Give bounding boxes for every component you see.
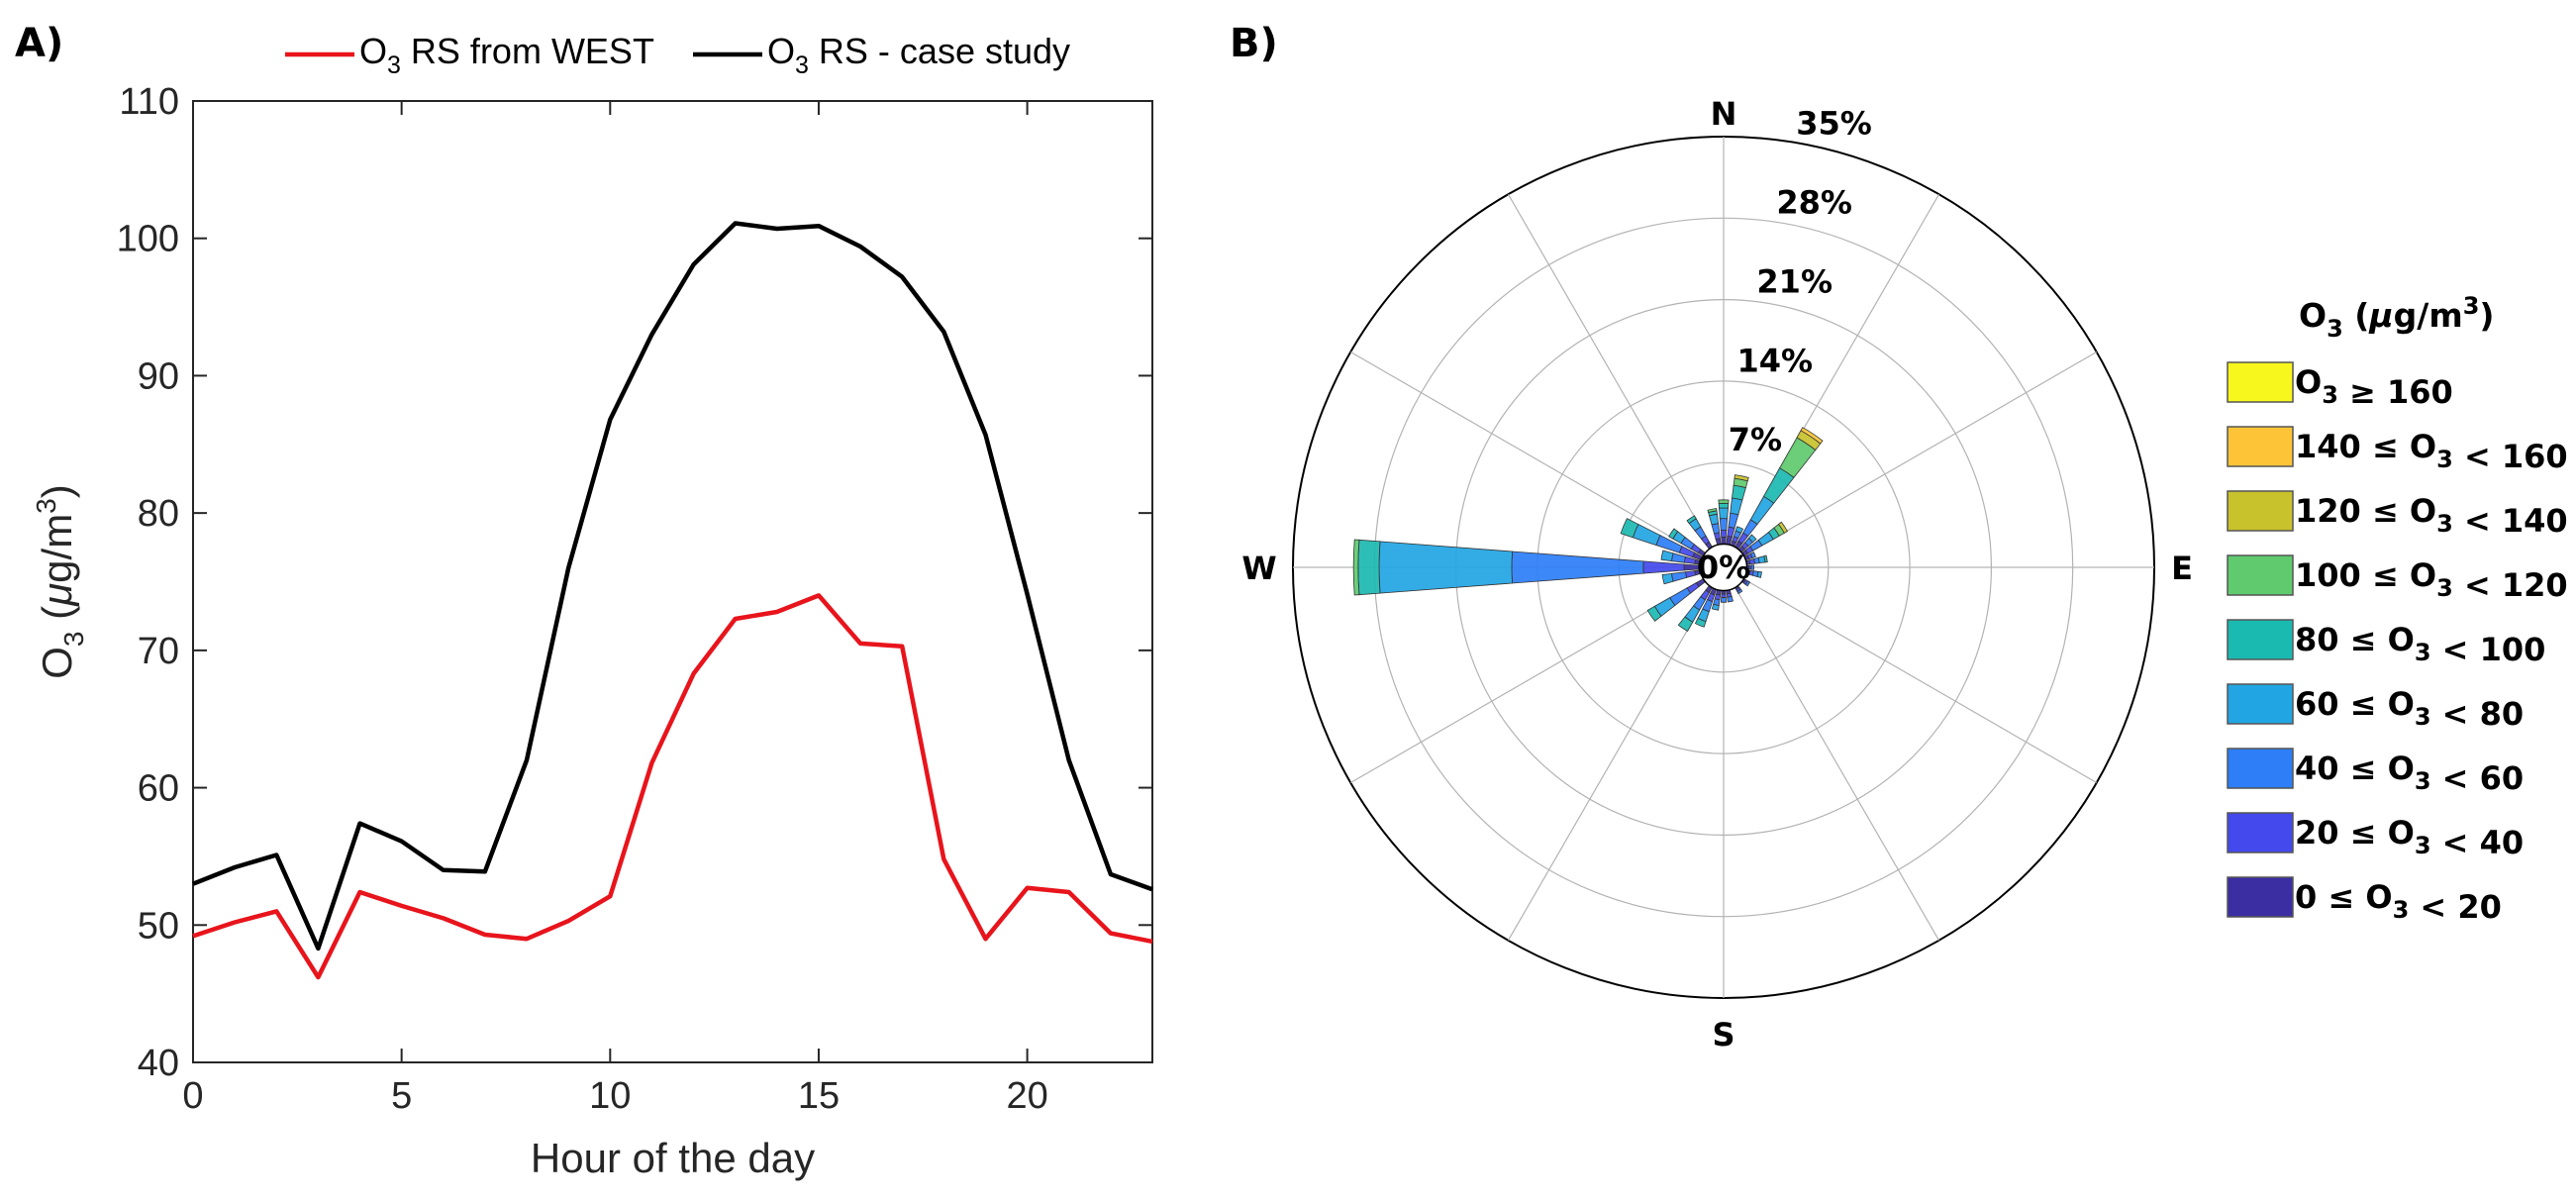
rose-segment [1719, 518, 1729, 531]
legend-label-0: O3 RS from WEST [359, 31, 654, 79]
rose-segment [1734, 474, 1749, 482]
direction-s-label: S [1712, 1016, 1734, 1053]
rose-segment [1718, 499, 1730, 504]
legend-swatch-7 [2227, 812, 2294, 853]
rose-radial-label: 7% [1729, 421, 1782, 458]
x-tick-label: 20 [1006, 1075, 1047, 1117]
rose-segment [1718, 502, 1730, 509]
rose-segment [1646, 605, 1662, 622]
rose-segment [1668, 528, 1679, 540]
rose-segment [1744, 580, 1751, 587]
legend-item-6: 40 ≤ O3 < 60 [2295, 750, 2524, 797]
x-axis-label: Hour of the day [531, 1135, 815, 1181]
y-tick-label: 70 [138, 631, 179, 672]
legend-item-4: 80 ≤ O3 < 100 [2295, 621, 2545, 668]
x-tick-label: 5 [391, 1075, 412, 1117]
legend-swatch-3 [2227, 554, 2294, 596]
rose-segment [1711, 603, 1720, 611]
y-tick-label: 50 [138, 905, 179, 947]
legend-swatch-4 [2227, 619, 2294, 660]
rose-segment [1749, 551, 1756, 559]
legend-item-5: 60 ≤ O3 < 80 [2295, 685, 2524, 733]
rose-segment [1721, 593, 1727, 598]
wind-rose-legend: O3 (μg/m3) O3 ≥ 160 140 ≤ O3 < 160 120 ≤ O3… [2227, 292, 2568, 926]
rose-segment [1720, 529, 1728, 538]
y-tick-label: 60 [138, 768, 179, 810]
series-line-0 [192, 593, 1153, 980]
rose-segment [1736, 588, 1743, 595]
rose-spoke [1723, 566, 2098, 784]
legend-item-3: 100 ≤ O3 < 120 [2295, 556, 2568, 604]
panel-a-label: A) [15, 21, 63, 66]
rose-radial-label: 28% [1776, 184, 1852, 222]
rose-segment [1777, 521, 1789, 534]
y-tick-label: 100 [117, 219, 179, 260]
direction-e-label: E [2171, 550, 2193, 587]
rose-spoke [1349, 351, 1725, 568]
rose-segment [1727, 595, 1734, 603]
x-tick-label: 15 [798, 1075, 840, 1117]
rose-segment [1352, 539, 1360, 596]
wind-rose: 0% 7% 14% 21% 28% 35% N S E W [1241, 95, 2193, 1053]
rose-radial-label: 21% [1756, 262, 1833, 300]
rose-segment [1661, 572, 1674, 585]
rose-segment [1677, 616, 1694, 633]
legend-item-0: O3 ≥ 160 [2295, 363, 2453, 411]
rose-center [1699, 543, 1748, 592]
y-tick-label: 90 [138, 355, 179, 397]
plot-frame [192, 100, 1153, 1063]
direction-w-label: W [1241, 550, 1276, 587]
rose-segment [1750, 564, 1754, 570]
legend-item-8: 0 ≤ O3 < 20 [2295, 878, 2502, 926]
legend-swatch-8 [2227, 876, 2294, 918]
panel-b-label: B) [1230, 21, 1278, 66]
y-tick-label: 80 [138, 493, 179, 535]
rose-segment [1357, 539, 1381, 596]
legend-item-2: 120 ≤ O3 < 140 [2295, 492, 2568, 540]
rose-spoke [1507, 193, 1725, 568]
y-tick-label: 40 [138, 1043, 179, 1084]
x-tick-label: 10 [589, 1075, 631, 1117]
line-chart: 40 50 60 70 80 90 100 110 0 5 10 15 20 Hour of the da… [31, 31, 1153, 1181]
legend-item-7: 20 ≤ O3 < 40 [2295, 814, 2524, 861]
y-tick-label: 110 [119, 81, 179, 123]
legend-label-1: O3 RS - case study [767, 31, 1070, 79]
legend-item-1: 140 ≤ O3 < 160 [2295, 428, 2568, 475]
rose-segment [1747, 534, 1757, 544]
y-axis-label: O3 (μg/m3) [31, 484, 89, 679]
legend-title: O3 (μg/m3) [2299, 292, 2495, 343]
legend-swatch-0 [2227, 361, 2294, 403]
rose-segment [1719, 507, 1729, 520]
rose-segment [1734, 526, 1744, 534]
rose-segment [1800, 427, 1824, 445]
legend-swatch-6 [2227, 748, 2294, 789]
series-line-1 [192, 221, 1153, 952]
rose-segment [1756, 570, 1762, 578]
rose-segment [1721, 537, 1727, 546]
rose-segment [1620, 518, 1639, 539]
direction-n-label: N [1711, 95, 1737, 133]
x-tick-label: 0 [182, 1075, 203, 1117]
rose-segment [1763, 554, 1768, 563]
rose-radial-label: 35% [1796, 105, 1872, 143]
rose-segment [1660, 550, 1674, 562]
rose-radial-label: 14% [1737, 342, 1814, 379]
rose-segment [1694, 617, 1707, 628]
legend-swatch-2 [2227, 490, 2294, 532]
rose-segment [1720, 597, 1728, 603]
rose-segment [1686, 515, 1697, 525]
rose-spoke [1723, 566, 1940, 942]
legend-swatch-1 [2227, 426, 2294, 467]
rose-segment [1707, 508, 1718, 513]
rose-center-label: 0% [1697, 549, 1750, 586]
legend-swatch-5 [2227, 683, 2294, 725]
